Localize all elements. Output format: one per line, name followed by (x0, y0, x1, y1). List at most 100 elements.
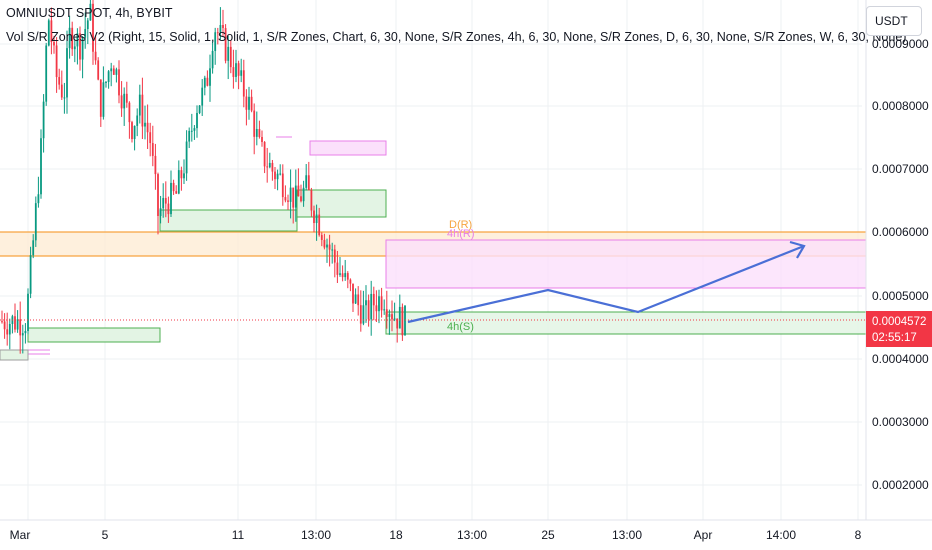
candle-body (289, 187, 292, 202)
candle-body (398, 306, 401, 329)
candle-body (58, 77, 61, 85)
candle-body (367, 300, 370, 320)
candle-body (175, 191, 178, 194)
candle-body (232, 67, 235, 77)
candle-body (209, 68, 211, 86)
candle-body (198, 105, 201, 113)
candle-body (224, 28, 227, 61)
candle-body (86, 20, 89, 29)
x-tick-label: 5 (102, 528, 109, 542)
candle-body (76, 33, 79, 47)
candle-body (227, 46, 230, 61)
candle-body (120, 95, 123, 109)
candle-body (185, 141, 188, 174)
candle-body (84, 28, 87, 38)
zone-label-4h-r: 4h(R) (447, 228, 475, 240)
candle-body (203, 77, 206, 88)
candle-body (73, 46, 76, 50)
candle-body (6, 329, 9, 335)
candle-body (115, 69, 118, 75)
x-tick-label: 18 (389, 528, 403, 542)
candle-body (128, 102, 131, 123)
candle-body (201, 87, 204, 106)
candle-body (315, 214, 318, 224)
candle-body (211, 50, 214, 69)
candle-body (258, 128, 261, 137)
candle-body (50, 20, 53, 43)
candle-body (237, 63, 240, 76)
candle-body (118, 69, 120, 96)
x-tick-label: Mar (10, 528, 31, 542)
indicator-legend[interactable]: Vol S/R Zones V2 (Right, 15, Solid, 1, S… (6, 30, 907, 44)
candle-body (193, 128, 196, 131)
candle-body (235, 63, 237, 77)
candle-body (383, 309, 386, 311)
candle-body (149, 132, 152, 144)
candle-body (146, 122, 149, 133)
candle-body (97, 60, 100, 80)
candle-body (297, 185, 300, 197)
candle-body (362, 305, 365, 324)
y-tick-label: 0.0002000 (872, 478, 929, 492)
candle-body (287, 200, 289, 202)
support-zone-1 (159, 209, 298, 232)
candle-body (393, 318, 396, 320)
candle-body (125, 93, 128, 103)
candle-body (276, 173, 279, 180)
candle-body (391, 314, 393, 320)
candle-body (250, 96, 253, 111)
candle-body (320, 235, 323, 240)
candle-body (34, 203, 37, 241)
candle-body (263, 142, 266, 167)
candle-body (53, 42, 55, 46)
candle-body (159, 208, 162, 216)
candle-body (60, 84, 63, 98)
candle-body (245, 96, 248, 110)
candle-body (37, 194, 40, 204)
candle-body (375, 305, 378, 312)
candle-body (333, 249, 336, 263)
candle-body (380, 296, 383, 311)
candle-body (326, 244, 328, 248)
candle-body (255, 128, 258, 137)
candle-body (63, 97, 66, 99)
symbol-header[interactable]: OMNIUSDT SPOT, 4h, BYBIT (6, 6, 173, 20)
support-zone-4 (0, 349, 29, 361)
resistance-zone-small-1 (309, 140, 387, 156)
candle-body (331, 249, 334, 251)
candle-body (222, 25, 224, 29)
projection-path[interactable] (407, 244, 805, 324)
candle-body (323, 239, 326, 248)
candle-body (310, 190, 313, 211)
last-price-tag: 0.0004572 02:55:17 (866, 311, 932, 347)
candle-body (40, 138, 42, 195)
candle-body (136, 115, 139, 126)
candle-body (385, 309, 388, 317)
candle-body (66, 48, 68, 98)
candle-body (370, 293, 373, 320)
candle-body (396, 318, 399, 329)
candle-body (378, 296, 380, 312)
candle-body (388, 314, 391, 317)
candle-body (144, 122, 146, 127)
candle-body (328, 244, 331, 250)
x-tick-label: 13:00 (457, 528, 487, 542)
candle-body (349, 279, 352, 284)
candle-body (27, 293, 29, 331)
candle-body (107, 71, 110, 82)
candle-body (1, 321, 3, 323)
candle-body (294, 185, 297, 208)
projection-arrowhead (789, 240, 806, 259)
candle-body (339, 273, 341, 275)
bar-countdown: 02:55:17 (872, 332, 917, 344)
candle-body (341, 273, 344, 278)
candle-body (81, 37, 84, 60)
x-tick-label: 11 (232, 528, 245, 542)
candle-body (183, 173, 185, 179)
candle-body (336, 262, 339, 275)
currency-button[interactable]: USDT (866, 6, 922, 36)
candle-body (271, 162, 274, 172)
candle-body (94, 51, 97, 61)
4h-resistance-zone (385, 239, 867, 289)
